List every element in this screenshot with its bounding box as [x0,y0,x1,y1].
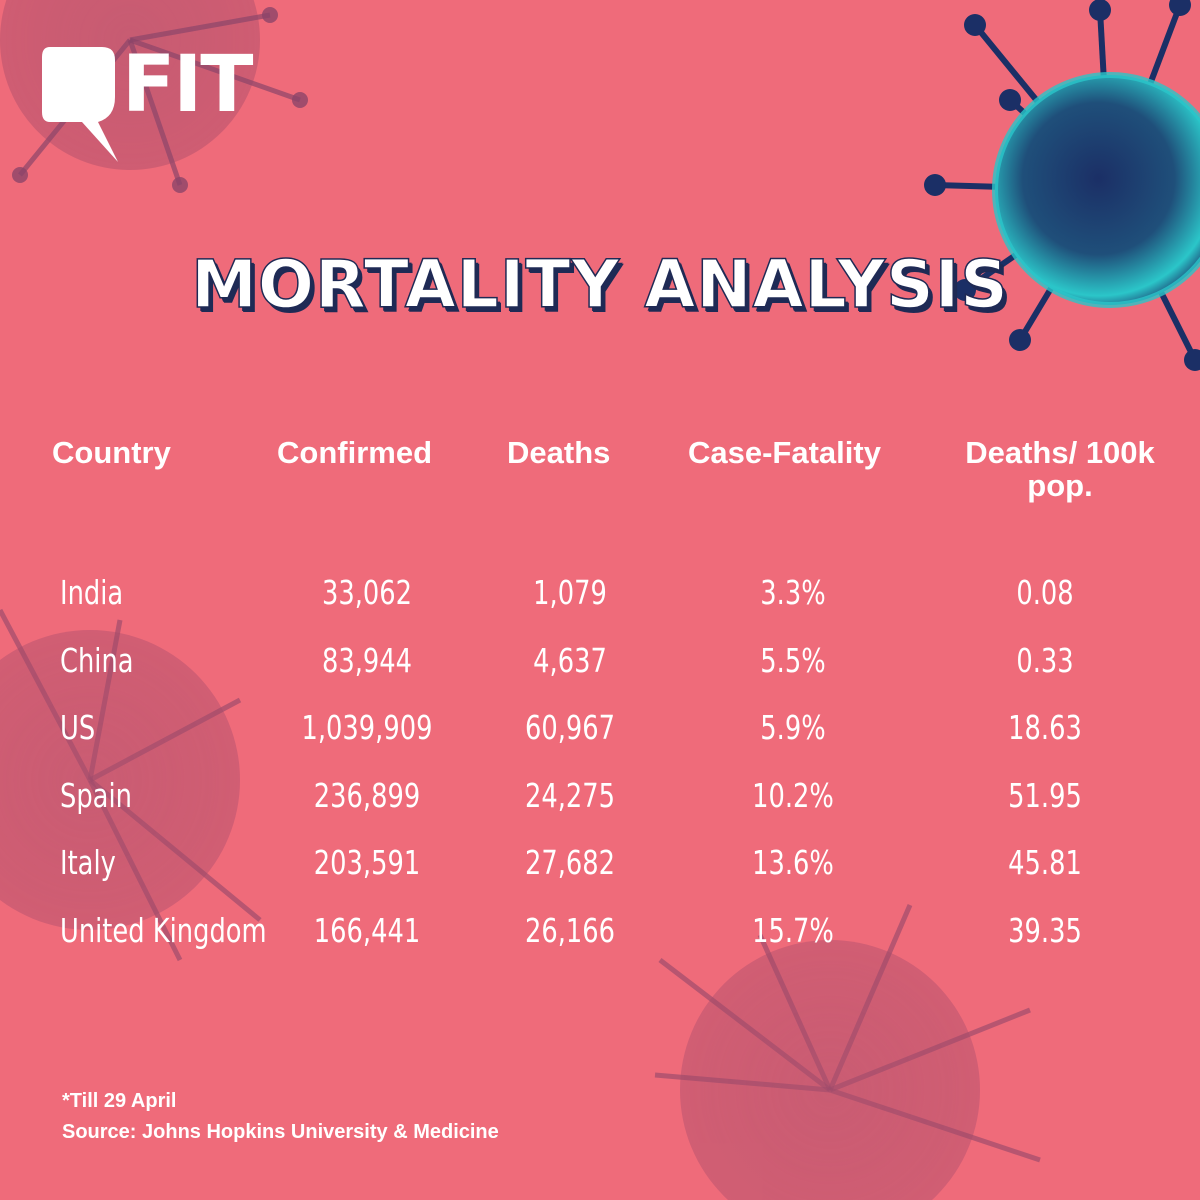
source-footnote: Source: Johns Hopkins University & Medic… [62,1121,499,1143]
deaths-per-100k-cell: 0.08 [1016,573,1074,612]
virus-icon [654,904,1041,1200]
deaths-cell: 24,275 [524,775,616,815]
virus-icon [0,608,262,962]
column-header-deaths-per-100k: Deaths/ 100k pop. [965,435,1155,503]
country-cell: China [60,640,134,680]
confirmed-cell: 83,944 [321,640,413,680]
column-header-case-fatality: Case-Fatality [688,435,881,470]
confirmed-cell: 166,441 [313,910,421,950]
country-cell: United Kingdom [60,910,267,950]
case-fatality-cell: 15.7% [752,910,834,950]
confirmed-cell: 33,062 [321,573,413,612]
case-fatality-cell: 10.2% [752,775,834,815]
date-footnote: *Till 29 April [62,1090,177,1112]
deaths-cell: 26,166 [524,910,616,950]
country-cell: India [60,573,124,612]
case-fatality-cell: 5.9% [760,708,826,747]
case-fatality-cell: 13.6% [752,843,834,882]
column-header-country: Country [52,435,171,470]
logo-text: FIT [122,40,254,130]
deaths-per-100k-cell: 45.81 [1008,843,1082,882]
deaths-per-100k-cell: 18.63 [1008,708,1082,747]
country-cell: US [60,708,96,747]
column-header-confirmed: Confirmed [277,435,432,470]
deaths-per-100k-cell: 51.95 [1008,775,1082,815]
deaths-per-100k-cell: 0.33 [1016,640,1074,680]
case-fatality-cell: 5.5% [760,640,826,680]
country-cell: Spain [60,775,132,815]
virus-icon [0,0,308,193]
page-title: MORTALITY ANALYSIS [190,245,1009,324]
fit-logo-icon [42,47,118,162]
deaths-cell: 1,079 [533,573,607,612]
confirmed-cell: 1,039,909 [301,708,433,747]
deaths-cell: 27,682 [524,843,616,882]
column-header-deaths: Deaths [507,435,611,470]
confirmed-cell: 203,591 [313,843,421,882]
deaths-per-100k-cell: 39.35 [1008,910,1082,950]
confirmed-cell: 236,899 [313,775,421,815]
deaths-cell: 4,637 [533,640,607,680]
country-cell: Italy [60,843,116,882]
case-fatality-cell: 3.3% [760,573,826,612]
virus-icon [924,0,1200,371]
fit-logo: FIT [40,40,254,167]
deaths-cell: 60,967 [524,708,616,747]
